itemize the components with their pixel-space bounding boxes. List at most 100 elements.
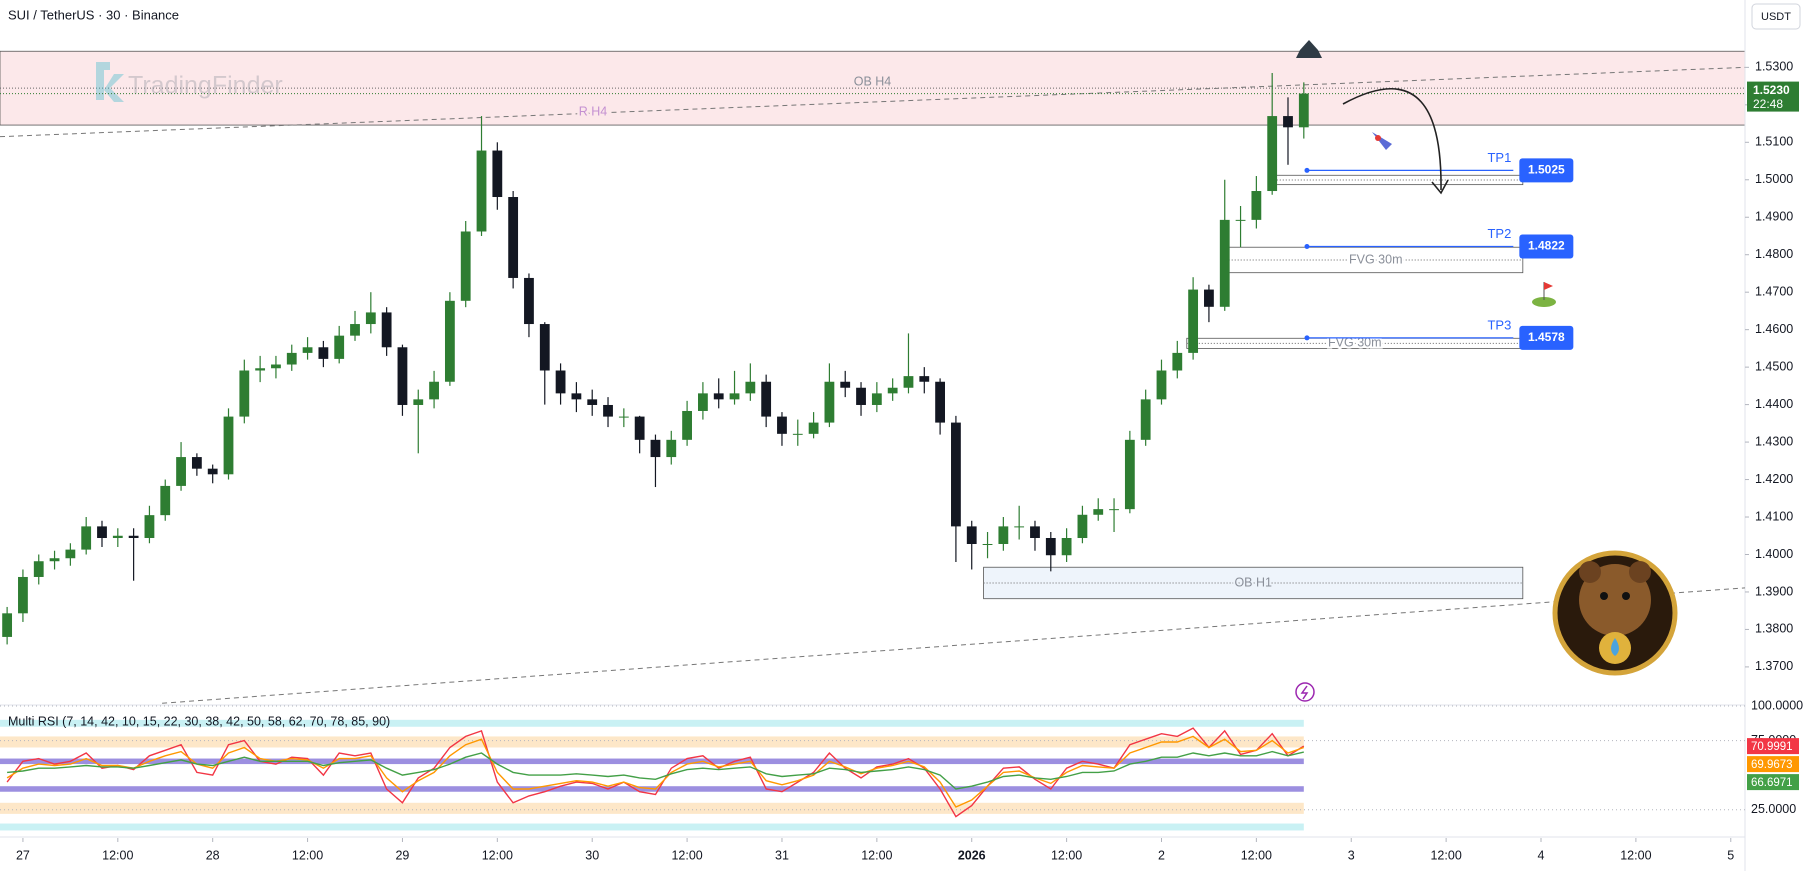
y-tick-label: 1.4500 [1755, 359, 1793, 373]
zone [1273, 174, 1524, 186]
x-tick-label: 12:00 [1051, 848, 1082, 862]
rsi-band [0, 736, 1304, 748]
candle-body [97, 526, 107, 539]
candle-body [429, 381, 439, 400]
candle-body [397, 347, 408, 405]
candle-body [1188, 289, 1199, 353]
candle-body [824, 381, 835, 423]
y-tick-label: 1.3700 [1755, 659, 1793, 673]
candle-body [18, 576, 28, 614]
alert-icon [1296, 40, 1322, 58]
target-value-label: 1.5025 [1528, 163, 1565, 177]
target-value-label: 1.4578 [1528, 330, 1565, 344]
candle-body [1077, 514, 1088, 539]
candle-body [49, 558, 60, 562]
y-tick-label: 25.0000 [1751, 802, 1796, 816]
candle-body [587, 399, 598, 405]
candle-body [903, 376, 914, 388]
candle-body [492, 150, 503, 198]
candle-body [682, 410, 692, 440]
candle-body [144, 515, 155, 539]
rsi-line [7, 750, 1304, 790]
candle-body [761, 381, 772, 417]
candle-body [302, 347, 313, 353]
candle-body [998, 526, 1009, 544]
candle-body [65, 549, 76, 559]
candle-body [919, 376, 930, 382]
candle-body [191, 457, 202, 469]
rsi-band [0, 758, 1304, 765]
last-price-label: 1.5230 [1753, 83, 1790, 97]
trend-line [162, 587, 1746, 704]
rsi-line [6, 735, 1305, 808]
candle-body [571, 393, 582, 400]
candle-body [460, 231, 471, 301]
candle-body [666, 439, 677, 458]
candle-body [239, 370, 250, 417]
candle-body [871, 393, 882, 405]
target-label: TP2 [1487, 226, 1511, 241]
watermark-text: TradingFinder [128, 72, 283, 100]
x-tick-label: 29 [395, 848, 409, 862]
candle-body [1030, 526, 1040, 539]
x-tick-label: 12:00 [861, 848, 892, 862]
x-tick-label: 3 [1348, 848, 1355, 862]
candle-body [1298, 93, 1309, 128]
y-tick-label: 1.5100 [1755, 135, 1793, 149]
candle-body [808, 422, 819, 434]
y-tick-label: 1.4600 [1755, 322, 1793, 336]
rsi-tag-label: 66.6971 [1751, 777, 1793, 789]
candle-body [1124, 439, 1135, 510]
currency-label[interactable]: USDT [1761, 11, 1791, 23]
candle-body [255, 368, 266, 371]
candle-body [777, 416, 787, 434]
candle-body [966, 526, 977, 544]
candle-body [207, 468, 218, 475]
rsi-tag-label: 70.9991 [1751, 741, 1793, 753]
candle-body [381, 312, 392, 348]
x-tick-label: 30 [585, 848, 599, 862]
x-tick-label: 5 [1727, 848, 1734, 862]
trend-label: R H4 [579, 104, 608, 118]
target-tag [1519, 158, 1574, 183]
candle-body [792, 433, 803, 435]
arrow-head [1431, 179, 1449, 195]
indicator-title: Multi RSI (7, 14, 42, 10, 15, 22, 30, 38… [8, 714, 390, 728]
x-tick-label: 12:00 [292, 848, 323, 862]
candle-body [1061, 538, 1072, 556]
currency-button[interactable]: USDT [1751, 3, 1801, 30]
rsi-band [0, 719, 1304, 727]
candle-body [81, 526, 92, 550]
y-tick-label: 1.3900 [1755, 584, 1793, 598]
target-value-label: 1.4822 [1528, 239, 1565, 253]
y-tick-label: 1.4100 [1755, 509, 1793, 523]
candle-body [1045, 538, 1056, 556]
x-tick-label: 12:00 [1620, 848, 1651, 862]
candle-body [1219, 219, 1230, 307]
candle-body [698, 393, 708, 411]
countdown-label: 22:48 [1753, 97, 1783, 111]
candle-body [555, 370, 566, 394]
candle-body [634, 416, 645, 440]
target-label: TP1 [1487, 150, 1511, 165]
last-price-tag [1747, 81, 1799, 112]
x-tick-label: 12:00 [1430, 848, 1461, 862]
zone-label: FVG 30m [1349, 252, 1403, 266]
zone-label: OB H4 [854, 74, 892, 88]
candle-body [1283, 116, 1293, 128]
candle-body [271, 364, 281, 369]
candle-body [539, 324, 550, 371]
currency-box[interactable] [1751, 3, 1801, 30]
candle-body [745, 381, 756, 394]
candle-body [160, 485, 171, 516]
candle-body [650, 439, 661, 458]
candle-body [887, 387, 898, 394]
rsi-tag [1747, 774, 1799, 791]
y-tick-label: 1.4400 [1755, 397, 1793, 411]
candle-body [1235, 219, 1246, 221]
y-tick-label: 1.4200 [1755, 472, 1793, 486]
